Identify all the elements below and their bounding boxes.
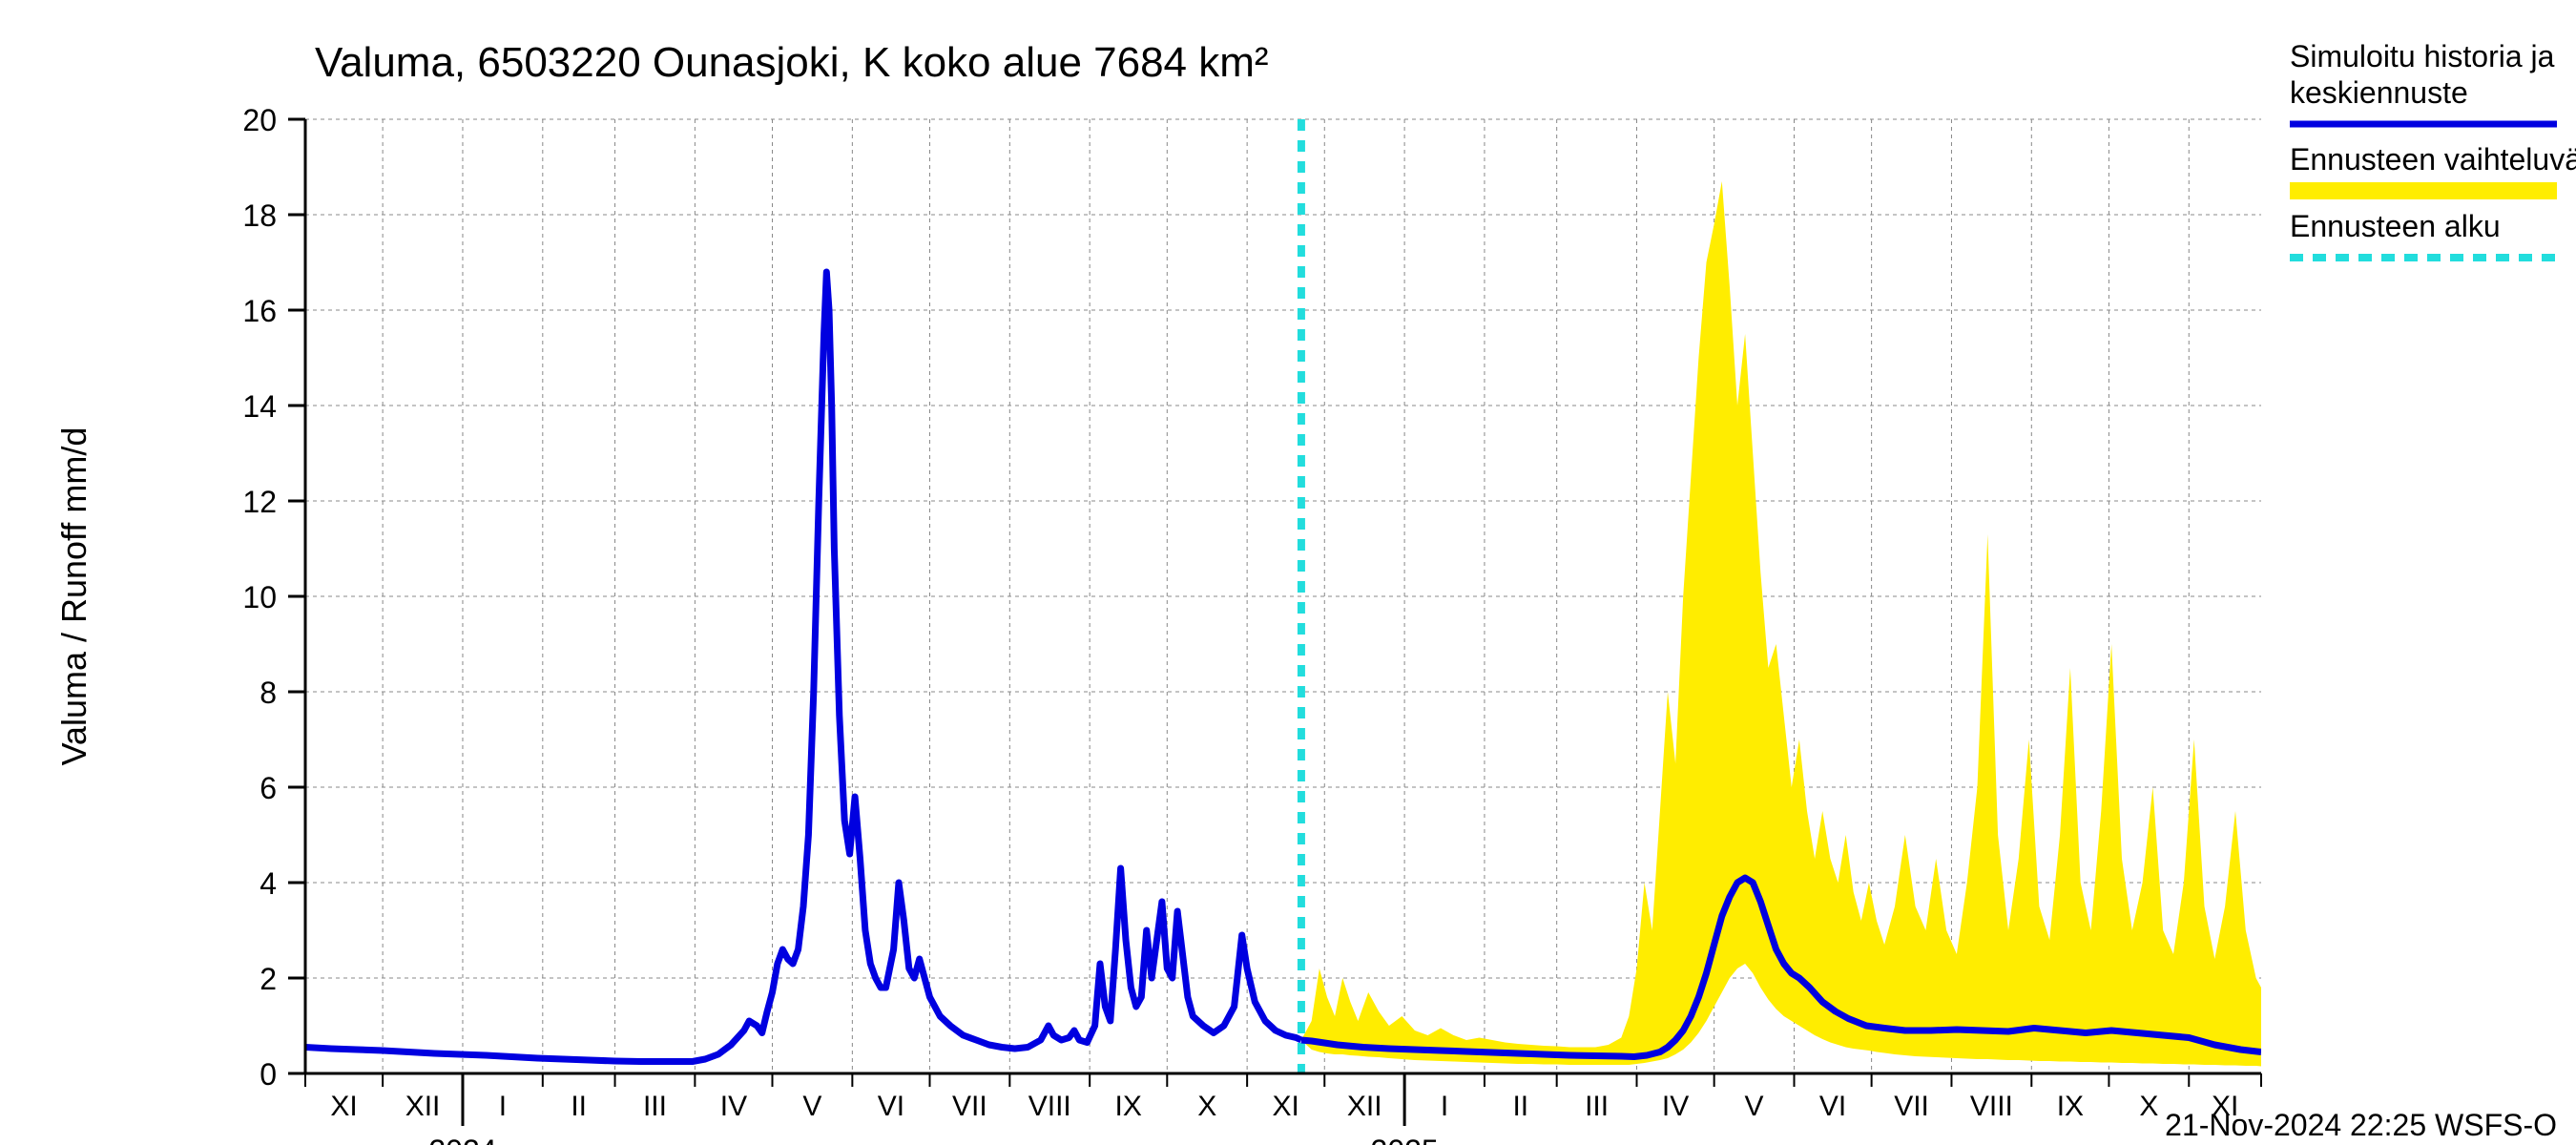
y-tick-label: 8	[260, 676, 277, 710]
x-month-label: XI	[1273, 1091, 1299, 1122]
x-month-label: VIII	[1970, 1091, 2013, 1122]
chart-container: 02468101214161820XIXIIIIIIIIIVVVIVIIVIII…	[0, 0, 2576, 1145]
legend-label: Simuloitu historia ja	[2290, 39, 2555, 73]
x-month-label: VII	[952, 1091, 987, 1122]
x-month-label: VI	[878, 1091, 904, 1122]
footer-timestamp: 21-Nov-2024 22:25 WSFS-O	[2165, 1108, 2557, 1142]
x-year-label: 2024	[428, 1134, 496, 1145]
x-month-label: VII	[1894, 1091, 1929, 1122]
x-month-label: IV	[720, 1091, 747, 1122]
y-tick-label: 14	[242, 389, 277, 424]
y-tick-label: 6	[260, 771, 277, 805]
x-month-label: II	[571, 1091, 587, 1122]
x-month-label: X	[1197, 1091, 1216, 1122]
legend-label: keskiennuste	[2290, 75, 2468, 110]
x-month-label: VIII	[1028, 1091, 1071, 1122]
y-tick-label: 2	[260, 962, 277, 996]
y-tick-label: 0	[260, 1057, 277, 1092]
x-month-label: X	[2139, 1091, 2158, 1122]
y-tick-label: 12	[242, 485, 277, 519]
x-month-label: IX	[2057, 1091, 2084, 1122]
legend-swatch-band	[2290, 182, 2557, 199]
y-tick-label: 16	[242, 294, 277, 328]
chart-title: Valuma, 6503220 Ounasjoki, K koko alue 7…	[315, 39, 1269, 86]
x-month-label: I	[1441, 1091, 1448, 1122]
y-axis-label: Valuma / Runoff mm/d	[54, 427, 93, 766]
x-month-label: V	[1745, 1091, 1764, 1122]
x-month-label: III	[643, 1091, 667, 1122]
x-month-label: XI	[330, 1091, 357, 1122]
x-month-label: I	[499, 1091, 507, 1122]
legend-label: Ennusteen vaihteluväli	[2290, 142, 2576, 177]
y-tick-label: 10	[242, 580, 277, 614]
x-month-label: VI	[1819, 1091, 1846, 1122]
y-tick-label: 18	[242, 198, 277, 233]
x-month-label: XII	[1347, 1091, 1382, 1122]
runoff-chart: 02468101214161820XIXIIIIIIIIIVVVIVIIVIII…	[0, 0, 2576, 1145]
x-month-label: XII	[405, 1091, 441, 1122]
x-month-label: III	[1585, 1091, 1609, 1122]
x-month-label: IX	[1115, 1091, 1142, 1122]
x-month-label: V	[802, 1091, 821, 1122]
x-month-label: II	[1512, 1091, 1528, 1122]
x-year-label: 2025	[1371, 1134, 1439, 1145]
legend-label: Ennusteen alku	[2290, 209, 2501, 243]
y-tick-label: 4	[260, 866, 277, 901]
x-month-label: IV	[1662, 1091, 1689, 1122]
y-tick-label: 20	[242, 103, 277, 137]
